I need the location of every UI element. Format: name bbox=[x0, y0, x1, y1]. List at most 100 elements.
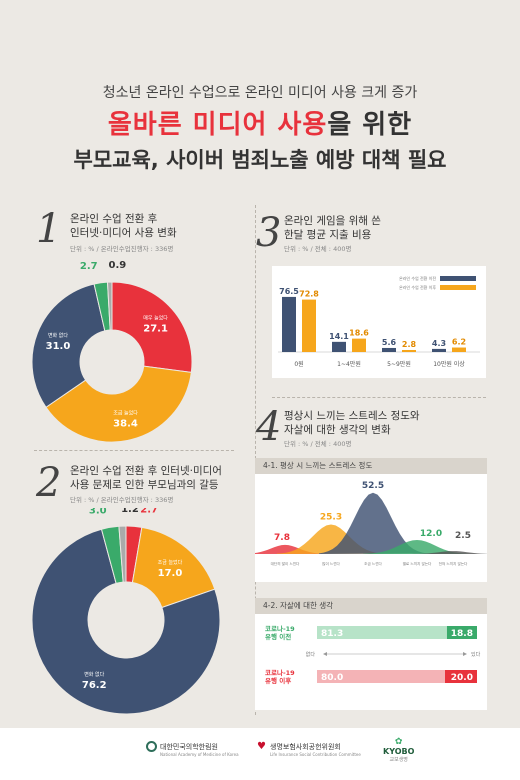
heart-logo-icon: ♥ bbox=[257, 741, 266, 752]
section-1-title-line2: 인터넷·미디어 사용 변화 bbox=[70, 227, 177, 239]
donut-slice-label-3: 변화 없다 bbox=[84, 671, 104, 678]
suicide-axis-arrow-right bbox=[463, 652, 467, 656]
bar-4-series-2 bbox=[452, 347, 466, 352]
stress-category-5: 전혀 느끼지 않는다 bbox=[439, 561, 468, 566]
section-2-number: 2 bbox=[36, 460, 62, 506]
section-2-unit: 단위 : % / 온라인수업진행자 : 336명 bbox=[70, 496, 174, 504]
bar-legend-swatch-2 bbox=[440, 285, 476, 290]
bar-legend-label-2: 온라인 수업 전환 이후 bbox=[399, 284, 436, 290]
section-4-title-line1: 평상시 느끼는 스트레스 정도와 bbox=[284, 410, 420, 422]
suicide-bar-2-yes bbox=[445, 670, 477, 683]
suicide-row-label-1-b: 유행 이전 bbox=[265, 632, 291, 641]
bar-legend-label-1: 온라인 수업 전환 이전 bbox=[399, 275, 436, 281]
stress-category-3: 조금 느낀다 bbox=[364, 561, 382, 566]
stress-curve-3 bbox=[319, 492, 427, 554]
bar-chart-panel: 76.5 72.8 0원 14.1 18.6 1~4만원 5.6 2.8 5~9만원 4.3 6.2… bbox=[272, 266, 486, 378]
bar-3-series-1 bbox=[382, 347, 396, 352]
suicide-panel: 4-2. 자살에 대한 생각 코로나-19 유행 이전 81.3 18.8 코로나-19… bbox=[255, 598, 487, 710]
suicide-bar-2-no bbox=[317, 670, 445, 683]
bar-value-1-1: 76.5 bbox=[279, 287, 299, 296]
section-3-title-line1: 온라인 게임을 위해 쓴 bbox=[284, 215, 381, 227]
stress-curve-1 bbox=[255, 544, 327, 554]
donut-slice-value-3: 76.2 bbox=[82, 680, 107, 691]
stress-value-2: 25.3 bbox=[320, 512, 342, 522]
stress-value-4: 12.0 bbox=[420, 529, 442, 539]
bar-2-series-2 bbox=[352, 338, 366, 352]
bar-value-4-2: 6.2 bbox=[452, 338, 466, 347]
suicide-bar-1-no bbox=[317, 626, 447, 639]
bar-value-4-1: 4.3 bbox=[432, 339, 446, 348]
stress-panel: 4-1. 평상 시 느끼는 스트레스 정도 7.8 대단히 많이 느낀다 25.3 많… bbox=[255, 458, 487, 582]
suicide-value-2-no: 80.0 bbox=[321, 673, 343, 683]
bar-3-series-2 bbox=[402, 349, 416, 352]
section-4-title-line2: 자살에 대한 생각의 변화 bbox=[284, 424, 391, 436]
bar-value-3-1: 5.6 bbox=[382, 338, 397, 347]
section-2-title: 온라인 수업 전환 후 인터넷·미디어 사용 문제로 인한 부모님과의 갈등 bbox=[70, 464, 222, 492]
logo-nam: 대한민국의학한림원 National Academy of Medicine o… bbox=[146, 741, 239, 757]
donut-slice-value-1: 2.7 bbox=[140, 508, 158, 515]
bar-value-2-1: 14.1 bbox=[329, 332, 349, 341]
stress-category-1: 대단히 많이 느낀다 bbox=[271, 561, 300, 566]
logo-nam-name: 대한민국의학한림원 bbox=[160, 743, 218, 751]
donut-slice-value-5: 0.9 bbox=[108, 260, 126, 271]
donut-slice-label-2: 조금 늘었다 bbox=[113, 409, 138, 416]
donut-slice-5 bbox=[106, 281, 113, 331]
header-subtitle: 청소년 온라인 수업으로 온라인 미디어 사용 크게 증가 bbox=[102, 85, 418, 101]
donut-slice-label-1: 매우 늘었다 bbox=[143, 315, 168, 322]
stress-panel-title: 4-1. 평상 시 느끼는 스트레스 정도 bbox=[255, 458, 487, 474]
donut-slice-value-4: 3.0 bbox=[89, 508, 107, 517]
footer: 대한민국의학한림원 National Academy of Medicine o… bbox=[0, 728, 520, 780]
bar-value-2-2: 18.6 bbox=[349, 329, 369, 338]
section-4-title: 평상시 느끼는 스트레스 정도와 자살에 대한 생각의 변화 bbox=[284, 409, 420, 437]
stress-chart: 7.8 대단히 많이 느낀다 25.3 많이 느낀다 52.5 조금 느낀다 12.0 별로 … bbox=[255, 481, 487, 566]
donut-slice-label-3: 변화 없다 bbox=[48, 332, 68, 339]
suicide-axis-right-label: 있다 bbox=[471, 651, 481, 658]
logo-life-insurance-name: 생명보험사회공헌위원회 bbox=[270, 743, 341, 751]
bar-4-series-1 bbox=[432, 348, 446, 352]
donut-slice-1 bbox=[111, 281, 193, 373]
suicide-row-label-2-b: 유행 이후 bbox=[265, 676, 291, 685]
section-4-unit: 단위 : % / 전체 : 400명 bbox=[284, 440, 352, 448]
donut-slice-label-2: 조금 늘었다 bbox=[158, 559, 183, 566]
stress-curve-5 bbox=[411, 551, 487, 554]
logo-life-insurance: ♥ 생명보험사회공헌위원회 Life Insurance Social Cont… bbox=[257, 741, 361, 757]
logo-nam-sub: National Academy of Medicine of Korea bbox=[160, 752, 239, 757]
stress-category-4: 별로 느끼지 않는다 bbox=[403, 561, 432, 566]
donut-slice-3 bbox=[31, 528, 221, 715]
section-1-title: 온라인 수업 전환 후 인터넷·미디어 사용 변화 bbox=[70, 212, 177, 240]
divider-right bbox=[272, 397, 486, 398]
stress-value-5: 2.5 bbox=[455, 531, 471, 541]
nam-emblem-icon bbox=[146, 741, 157, 752]
bar-category-4: 10만원 이상 bbox=[433, 360, 465, 368]
suicide-axis-left-label: 없다 bbox=[306, 651, 316, 658]
logo-kyobo-sub: 교보생명 bbox=[389, 757, 408, 763]
donut-slice-value-2: 38.4 bbox=[113, 418, 138, 429]
donut-slice-value-5: 1.2 bbox=[121, 508, 139, 515]
suicide-value-1-yes: 18.8 bbox=[451, 629, 473, 639]
donut-slice-2 bbox=[131, 526, 216, 609]
section-1-number: 1 bbox=[36, 206, 62, 252]
section-3-title-line2: 한달 평균 지출 비용 bbox=[284, 229, 372, 241]
stress-curve-4 bbox=[363, 540, 471, 554]
donut-slice-value-3: 31.0 bbox=[46, 341, 71, 352]
header-title-tail: 을 위한 bbox=[327, 110, 413, 140]
bar-category-2: 1~4만원 bbox=[337, 360, 361, 368]
stress-category-2: 많이 느낀다 bbox=[322, 561, 340, 566]
bar-1-series-2 bbox=[302, 299, 316, 352]
section-2-title-line1: 온라인 수업 전환 후 인터넷·미디어 bbox=[70, 465, 222, 477]
donut-slice-value-1: 27.1 bbox=[143, 324, 168, 335]
stress-value-1: 7.8 bbox=[274, 533, 290, 543]
section-1-unit: 단위 : % / 온라인수업진행자 : 336명 bbox=[70, 245, 174, 253]
donut-slice-value-2: 17.0 bbox=[158, 568, 183, 579]
logo-life-insurance-sub: Life Insurance Social Contribution Commi… bbox=[270, 752, 361, 757]
header-title-line2: 부모교육, 사이버 범죄노출 예방 대책 필요 bbox=[73, 148, 447, 172]
suicide-row-label-1-a: 코로나-19 bbox=[265, 624, 295, 633]
logo-kyobo: ✿ KYOBO 교보생명 bbox=[383, 738, 414, 764]
bar-category-3: 5~9만원 bbox=[387, 360, 411, 368]
suicide-row-label-2-a: 코로나-19 bbox=[265, 668, 295, 677]
section-3-number: 3 bbox=[256, 210, 282, 256]
section-2-title-line2: 사용 문제로 인한 부모님과의 갈등 bbox=[70, 479, 219, 491]
section-4-number: 4 bbox=[256, 404, 282, 450]
